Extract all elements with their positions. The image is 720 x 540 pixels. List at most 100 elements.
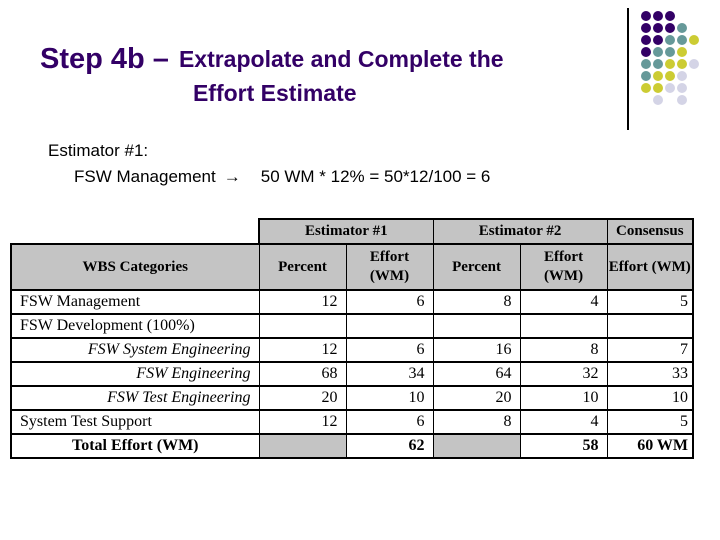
value-cell: 7: [606, 337, 695, 363]
lavender-dot-icon: [653, 95, 663, 105]
body-text: Estimator #1: FSW Management → 50 WM * 12%…: [48, 141, 490, 187]
value-cell: 5: [606, 289, 695, 315]
purple-dot-icon: [665, 23, 675, 33]
table-row: Total Effort (WM) 62 58 60 WM: [10, 433, 695, 459]
title-subtitle-line1: Extrapolate and Complete the: [178, 46, 504, 72]
table-body: FSW Management 12 6 8 4 5 FSW Development (100…: [10, 289, 695, 459]
table-group-header-row: Estimator #1 Estimator #2 Consensus: [11, 218, 695, 245]
purple-dot-icon: [641, 35, 651, 45]
value-cell: [345, 313, 434, 339]
value-cell: 10: [606, 385, 695, 411]
col-header-consensus-effort: Effort (WM): [606, 243, 695, 291]
value-cell: 16: [432, 337, 521, 363]
title-step-label: Step 4b –: [40, 43, 169, 75]
teal-dot-icon: [677, 35, 687, 45]
yellow-dot-icon: [641, 83, 651, 93]
value-cell: [519, 313, 608, 339]
lavender-dot-icon: [677, 95, 687, 105]
value-cell: 20: [432, 385, 521, 411]
value-cell: 6: [345, 337, 434, 363]
table-row: FSW Development (100%): [10, 313, 695, 339]
row-label: FSW System Engineering: [10, 337, 260, 363]
lavender-dot-icon: [677, 71, 687, 81]
table-row: FSW System Engineering 12 6 16 8 7: [10, 337, 695, 363]
value-cell: 8: [519, 337, 608, 363]
table-row: FSW Management 12 6 8 4 5: [10, 289, 695, 315]
teal-dot-icon: [641, 71, 651, 81]
purple-dot-icon: [653, 35, 663, 45]
purple-dot-icon: [641, 47, 651, 57]
value-cell: [432, 433, 521, 459]
decorative-divider-line: [627, 8, 629, 130]
row-label: FSW Development (100%): [10, 313, 260, 339]
col-header-wbs-categories: WBS Categories: [10, 243, 260, 291]
yellow-dot-icon: [689, 35, 699, 45]
example-formula: 50 WM * 12% = 50*12/100 = 6: [260, 167, 491, 186]
example-label: FSW Management: [74, 167, 216, 186]
table-row: FSW Test Engineering 20 10 20 10 10: [10, 385, 695, 411]
value-cell: [606, 313, 695, 339]
value-cell: 20: [258, 385, 347, 411]
value-cell: 6: [345, 289, 434, 315]
value-cell: 60 WM: [606, 433, 695, 459]
value-cell: [432, 313, 521, 339]
value-cell: 8: [432, 409, 521, 435]
estimator-heading: Estimator #1:: [48, 141, 149, 160]
purple-dot-icon: [653, 23, 663, 33]
value-cell: 33: [606, 361, 695, 387]
col-header-percent-2: Percent: [432, 243, 521, 291]
value-cell: 6: [345, 409, 434, 435]
value-cell: 12: [258, 409, 347, 435]
yellow-dot-icon: [677, 47, 687, 57]
row-label: System Test Support: [10, 409, 260, 435]
example-calculation: FSW Management → 50 WM * 12% = 50*12/100 =…: [74, 167, 490, 187]
col-header-percent-1: Percent: [258, 243, 347, 291]
decorative-dot-pattern: [641, 11, 703, 109]
teal-dot-icon: [665, 35, 675, 45]
purple-dot-icon: [665, 11, 675, 21]
col-header-effort-1: Effort (WM): [345, 243, 434, 291]
title-subtitle-line2: Effort Estimate: [192, 80, 357, 106]
row-label: Total Effort (WM): [10, 433, 260, 459]
value-cell: 10: [345, 385, 434, 411]
value-cell: 34: [345, 361, 434, 387]
purple-dot-icon: [641, 11, 651, 21]
teal-dot-icon: [653, 59, 663, 69]
value-cell: 4: [519, 289, 608, 315]
value-cell: 68: [258, 361, 347, 387]
col-header-effort-2: Effort (WM): [519, 243, 608, 291]
value-cell: [258, 433, 347, 459]
slide-title: Step 4b – Extrapolate and Complete the E…: [40, 42, 504, 110]
lavender-dot-icon: [689, 59, 699, 69]
lavender-dot-icon: [677, 83, 687, 93]
teal-dot-icon: [653, 47, 663, 57]
yellow-dot-icon: [665, 59, 675, 69]
yellow-dot-icon: [665, 71, 675, 81]
row-label: FSW Management: [10, 289, 260, 315]
value-cell: 10: [519, 385, 608, 411]
table-column-header-row: WBS Categories Percent Effort (WM) Perce…: [10, 243, 695, 291]
right-arrow-icon: →: [223, 167, 241, 186]
row-label: FSW Engineering: [10, 361, 260, 387]
value-cell: 58: [519, 433, 608, 459]
title-subtitle: Extrapolate and Complete the Effort Esti…: [179, 42, 504, 110]
teal-dot-icon: [677, 23, 687, 33]
table-row: System Test Support 12 6 8 4 5: [10, 409, 695, 435]
purple-dot-icon: [653, 11, 663, 21]
group-header-estimator2: Estimator #2: [432, 218, 608, 245]
yellow-dot-icon: [677, 59, 687, 69]
row-label: FSW Test Engineering: [10, 385, 260, 411]
table-row: FSW Engineering 68 34 64 32 33: [10, 361, 695, 387]
value-cell: 12: [258, 289, 347, 315]
teal-dot-icon: [641, 59, 651, 69]
teal-dot-icon: [665, 47, 675, 57]
value-cell: 12: [258, 337, 347, 363]
value-cell: 8: [432, 289, 521, 315]
lavender-dot-icon: [665, 83, 675, 93]
effort-estimate-table: Estimator #1 Estimator #2 Consensus WBS …: [10, 218, 695, 459]
yellow-dot-icon: [653, 71, 663, 81]
group-header-estimator1: Estimator #1: [257, 218, 434, 245]
value-cell: 4: [519, 409, 608, 435]
purple-dot-icon: [641, 23, 651, 33]
